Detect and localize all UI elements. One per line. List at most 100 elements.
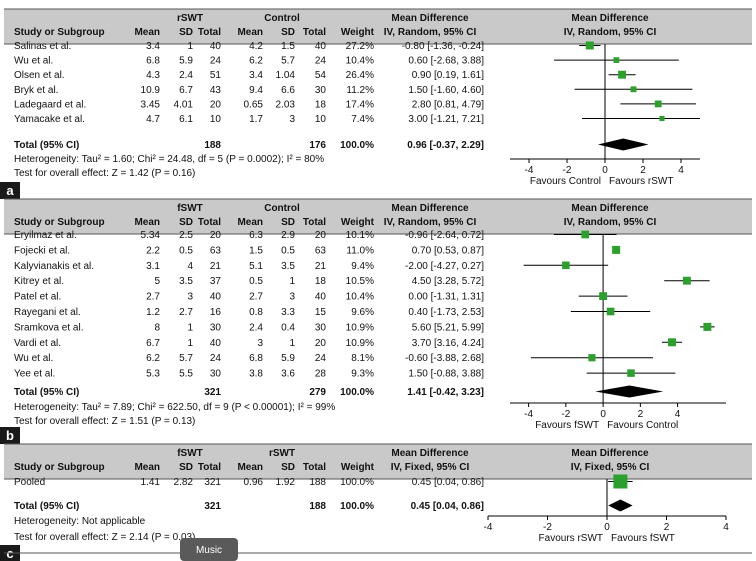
heterogeneity-text: Heterogeneity: Tau² = 7.89; Chi² = 622.5… <box>14 402 335 413</box>
study-ci: 0.40 [-1.73, 2.53] <box>408 307 484 318</box>
x-tick-label: -2 <box>543 522 552 533</box>
header-sd-2: SD <box>281 27 295 38</box>
study-weight: 10.4% <box>346 56 374 67</box>
study-name: Wu et al. <box>14 56 53 67</box>
study-name: Wu et al. <box>14 353 53 364</box>
group2-total: 21 <box>315 261 327 272</box>
study-weight: 11.2% <box>346 85 374 96</box>
group1-total: 10 <box>210 114 222 125</box>
group1-sd: 6.7 <box>179 85 193 96</box>
study-ci: 0.70 [0.53, 0.87] <box>412 245 485 256</box>
study-ci: 0.90 [0.19, 1.61] <box>412 70 485 81</box>
study-row: Yee et al. 5.3 5.5 30 3.8 3.6 28 9.3% 1.50 [-0.8… <box>14 369 676 380</box>
study-name: Patel et al. <box>14 292 61 303</box>
total-weight: 100.0% <box>340 501 374 512</box>
group2-sd: 0.5 <box>281 245 295 256</box>
favours-left-label: Favours Control <box>530 176 601 187</box>
group2-mean: 3.8 <box>249 369 263 380</box>
total-ci: 0.96 [-0.37, 2.29] <box>407 140 484 151</box>
group1-mean: 6.8 <box>146 56 160 67</box>
x-tick-label: -4 <box>525 165 534 176</box>
favours-right-label: Favours rSWT <box>609 176 673 187</box>
study-weight: 10.9% <box>346 338 374 349</box>
group1-total: 43 <box>210 85 222 96</box>
header-total-1: Total <box>198 27 221 38</box>
panel-label-text: b <box>6 428 14 443</box>
summary-diamond <box>608 499 633 512</box>
x-tick-label: 4 <box>678 165 684 176</box>
group1-total: 24 <box>210 353 222 364</box>
study-ci: 3.70 [3.16, 4.24] <box>412 338 485 349</box>
panel-label-a: a <box>0 182 20 199</box>
group1-sd: 6.1 <box>179 114 193 125</box>
group1-mean: 10.9 <box>141 85 161 96</box>
study-ci: -0.60 [-3.88, 2.68] <box>405 353 484 364</box>
panel-label-b: b <box>0 427 20 444</box>
study-ci: -0.96 [-2.64, 0.72] <box>405 230 484 241</box>
group2-mean: 1.7 <box>249 114 263 125</box>
group2-total: 54 <box>315 70 327 81</box>
x-tick-label: 2 <box>640 165 646 176</box>
panel-label-bg <box>0 427 20 444</box>
group1-sd: 4 <box>187 261 193 272</box>
group2-sd: 1.04 <box>276 70 296 81</box>
group2-sd: 3 <box>289 292 295 303</box>
group1-sd: 2.7 <box>179 307 193 318</box>
group1-mean: 2.2 <box>146 245 160 256</box>
group1-mean: 4.7 <box>146 114 160 125</box>
group2-sd: 6.6 <box>281 85 295 96</box>
study-row: Salinas et al. 3.4 1 40 4.2 1.5 40 27.2% -0.80 [… <box>14 41 601 52</box>
group1-sd: 2.4 <box>179 70 193 81</box>
header-plot-title: Mean Difference <box>571 203 649 214</box>
study-weight: 10.1% <box>346 230 374 241</box>
favours-right-label: Favours Control <box>607 420 678 431</box>
header-group2: Control <box>264 203 300 214</box>
total-n1: 188 <box>204 140 221 151</box>
effect-marker <box>630 86 637 93</box>
group1-mean: 1.2 <box>146 307 160 318</box>
total-label: Total (95% CI) <box>14 140 79 151</box>
group2-mean: 6.3 <box>249 230 263 241</box>
study-weight: 7.4% <box>351 114 374 125</box>
group1-sd: 1 <box>187 322 193 333</box>
group2-sd: 3.3 <box>281 307 295 318</box>
group2-mean: 4.2 <box>249 41 263 52</box>
group1-mean: 3.4 <box>146 41 160 52</box>
group2-mean: 3 <box>257 338 263 349</box>
group1-mean: 5 <box>154 276 160 287</box>
header-total-1: Total <box>198 217 221 228</box>
header-sd-1: SD <box>179 27 193 38</box>
study-weight: 8.1% <box>351 353 374 364</box>
group1-mean: 1.41 <box>141 477 161 488</box>
group1-total: 63 <box>210 245 222 256</box>
total-ci: 1.41 [-0.42, 3.23] <box>407 387 484 398</box>
study-weight: 26.4% <box>346 70 374 81</box>
favours-right-label: Favours fSWT <box>611 533 675 544</box>
header-total-2: Total <box>303 27 326 38</box>
study-weight: 27.2% <box>346 41 374 52</box>
overall-effect-text: Test for overall effect: Z = 1.51 (P = 0… <box>14 416 195 427</box>
group2-sd: 3.5 <box>281 261 295 272</box>
study-row: Sramkova et al. 8 1 30 2.4 0.4 30 10.9% 5.60 [5.… <box>14 322 715 333</box>
study-ci: 0.60 [-2.68, 3.88] <box>408 56 484 67</box>
header-mean-difference: Mean Difference <box>391 13 469 24</box>
study-weight: 10.4% <box>346 292 374 303</box>
group1-sd: 2.82 <box>174 477 194 488</box>
study-ci: 1.50 [-0.88, 3.88] <box>408 369 484 380</box>
study-name: Yamacake et al. <box>14 114 85 125</box>
header-plot-method: IV, Fixed, 95% CI <box>571 462 650 473</box>
study-ci: 1.50 [-1.60, 4.60] <box>408 85 484 96</box>
x-tick-label: -2 <box>561 409 570 420</box>
header-group2: Control <box>264 13 300 24</box>
x-tick-label: 2 <box>664 522 670 533</box>
study-row: Wu et al. 6.2 5.7 24 6.8 5.9 24 8.1% -0.60 [-3.8… <box>14 353 654 364</box>
header-mean-1: Mean <box>134 462 160 473</box>
group1-mean: 4.3 <box>146 70 160 81</box>
header-group1: fSWT <box>177 448 203 459</box>
group1-sd: 5.9 <box>179 56 193 67</box>
group1-mean: 3.1 <box>146 261 160 272</box>
total-n2: 188 <box>309 501 326 512</box>
group1-sd: 0.5 <box>179 245 193 256</box>
group1-mean: 5.34 <box>141 230 161 241</box>
group1-sd: 1 <box>187 41 193 52</box>
